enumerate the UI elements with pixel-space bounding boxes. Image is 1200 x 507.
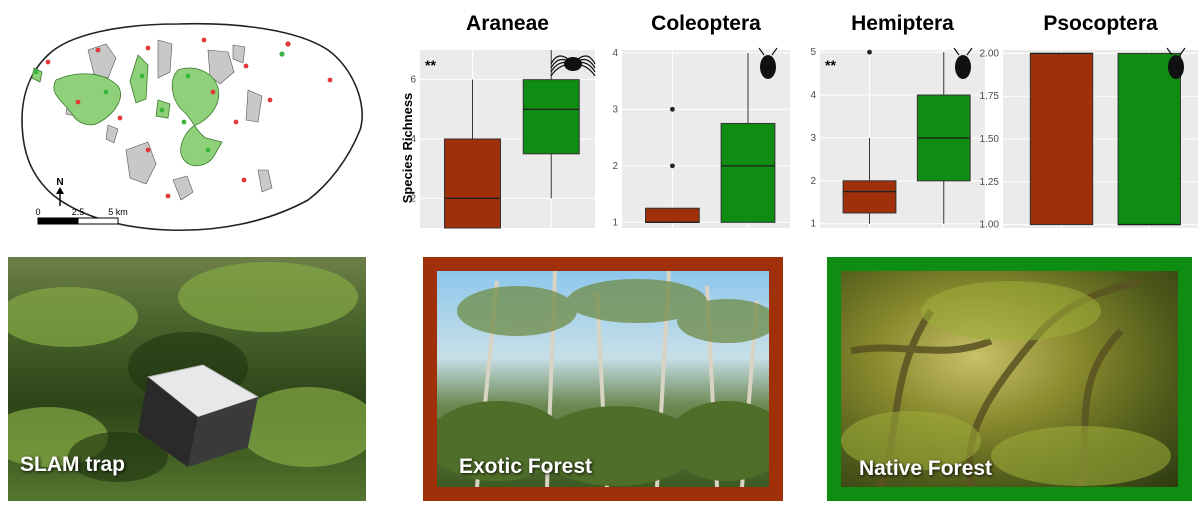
- outlier-point-2-0-0: [867, 49, 872, 55]
- box-0-1: [522, 79, 580, 155]
- spider-leg-left: [550, 58, 574, 69]
- spider-leg-right: [572, 63, 596, 77]
- scale-label-2: 5 km: [108, 207, 128, 217]
- photo-slam-trap: SLAM trap: [8, 257, 366, 501]
- antenna-right: [1179, 47, 1186, 56]
- y-tick-label-1-3: 4: [612, 48, 618, 59]
- antenna-left: [953, 47, 960, 56]
- y-tick-label-3-4: 2.00: [980, 48, 1000, 59]
- box-1-1: [720, 122, 776, 223]
- photo-native-forest: Native Forest: [827, 257, 1192, 501]
- trap-sites: [33, 37, 333, 199]
- spider-leg-left: [550, 61, 574, 73]
- y-tick-label-1-2: 3: [612, 104, 618, 115]
- y-tick-label-2-3: 4: [810, 90, 816, 101]
- y-tick-label-3-3: 1.75: [980, 91, 1000, 102]
- outlier-point-1-0-1: [670, 106, 675, 112]
- antenna-right: [966, 47, 973, 56]
- y-tick-label-1-0: 1: [612, 217, 618, 228]
- spider-leg-right: [572, 61, 596, 73]
- y-tick-label-0-1: 4: [410, 134, 416, 145]
- photo-label-exotic-forest: Exotic Forest: [459, 455, 593, 478]
- bug-icon: [955, 55, 971, 79]
- psocid-icon: [1168, 55, 1184, 79]
- y-tick-label-2-0: 1: [810, 219, 816, 230]
- scale-label-1: 2.5: [72, 207, 85, 217]
- box-2-0: [842, 180, 897, 214]
- y-tick-label-2-1: 2: [810, 176, 816, 187]
- y-tick-label-3-0: 1.00: [980, 220, 1000, 231]
- y-tick-label-1-1: 2: [612, 161, 618, 172]
- spider-leg-left: [550, 63, 574, 77]
- y-tick-label-3-2: 1.50: [980, 134, 1000, 145]
- outlier-point-1-0-0: [670, 163, 675, 169]
- y-tick-label-2-4: 5: [810, 47, 816, 58]
- north-label: N: [56, 177, 63, 188]
- spider-leg-right: [572, 55, 596, 65]
- photo-label-native-forest: Native Forest: [859, 457, 993, 480]
- spider-leg-right: [572, 58, 596, 69]
- y-tick-label-2-2: 3: [810, 133, 816, 144]
- significance-label-2: **: [825, 57, 836, 73]
- scale-label-0: 0: [35, 207, 40, 217]
- y-tick-label-0-0: 2: [410, 193, 416, 204]
- antenna-left: [758, 47, 765, 56]
- trap-tent: [138, 364, 260, 467]
- panel-title-2: Hemiptera: [851, 12, 954, 35]
- y-axis-label: Species Richness: [400, 93, 415, 204]
- box-3-1: [1117, 52, 1181, 226]
- box-3-0: [1029, 52, 1094, 226]
- photo-label-slam-trap: SLAM trap: [20, 453, 125, 476]
- laurel-forest: [841, 277, 1171, 487]
- native-patches: [31, 54, 223, 167]
- scale-bar: 0 2.5 5 km: [35, 207, 128, 225]
- fern-foliage: [8, 262, 366, 482]
- photo-exotic-forest: Exotic Forest: [423, 257, 783, 501]
- panel-title-3: Psocoptera: [1043, 12, 1158, 35]
- significance-label-0: **: [425, 57, 436, 73]
- eucalyptus-trees: [437, 271, 769, 487]
- antenna-left: [1166, 47, 1173, 56]
- y-tick-label-0-2: 6: [410, 75, 416, 86]
- north-arrow: N: [56, 177, 64, 206]
- panel-title-1: Coleoptera: [651, 12, 761, 35]
- panel-title-0: Araneae: [466, 12, 549, 35]
- antenna-right: [771, 47, 778, 56]
- box-0-0: [444, 138, 501, 229]
- beetle-icon: [760, 55, 776, 79]
- island-map: N 0 2.5 5 km: [21, 22, 363, 232]
- y-tick-label-3-1: 1.25: [980, 177, 1000, 188]
- boxplot-panels: Species Richness 2 4 6 Araneae ** 1 2 3 4 Coleopt…: [400, 12, 1198, 231]
- spider-leg-left: [550, 55, 574, 65]
- box-1-0: [645, 207, 700, 223]
